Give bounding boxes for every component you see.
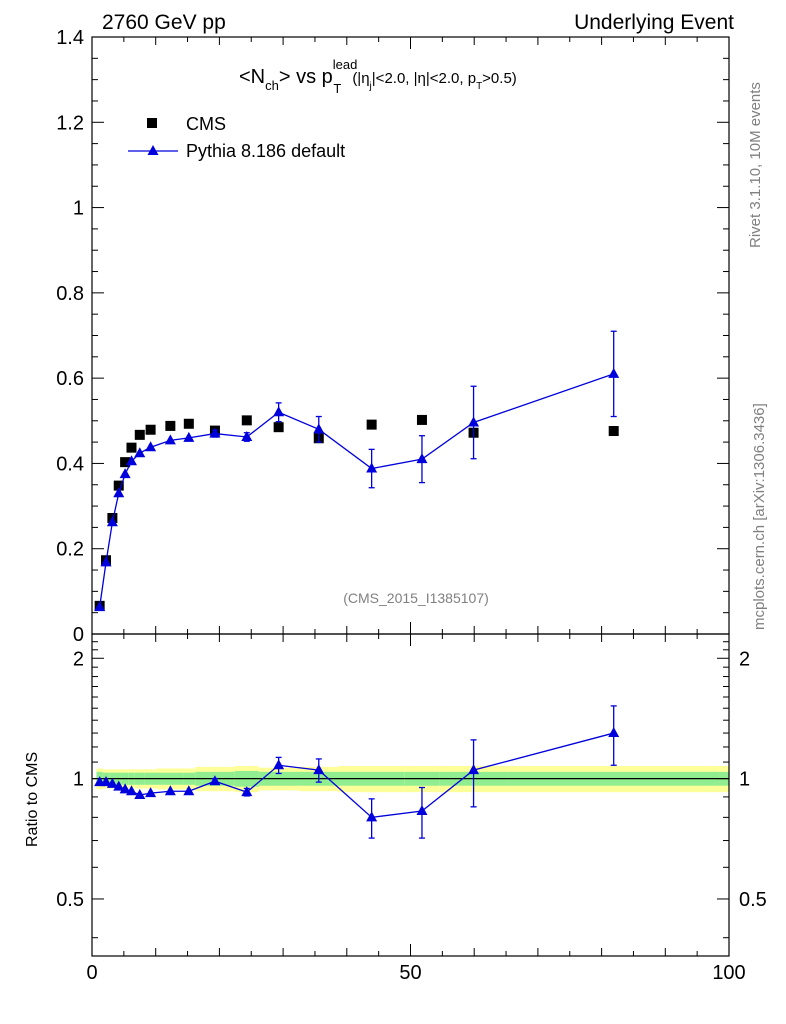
pythia-point: [94, 601, 106, 612]
header-right: Underlying Event: [574, 11, 734, 34]
cms-point: [134, 429, 145, 440]
header-left: 2760 GeV pp: [102, 11, 226, 34]
pythia-ratio-point: [145, 787, 157, 798]
pythia-point: [100, 556, 112, 567]
main-panel: 0 0.2 0.4 0.6 0.8 1 1.2 1.4: [56, 27, 730, 646]
pythia-ratio-point: [241, 786, 253, 797]
cms-point: [120, 457, 131, 468]
pythia-point: [164, 434, 176, 445]
pythia-line: [99, 373, 614, 608]
pythia-ratio-point: [313, 764, 325, 775]
pythia-point: [119, 468, 131, 479]
pythia-point: [608, 367, 620, 378]
pythia-point: [134, 447, 146, 458]
pythia-ratio-point: [134, 788, 146, 799]
pythia-ratio-point: [468, 764, 480, 775]
ratio-ylabel: Ratio to CMS: [24, 752, 41, 847]
pythia-ratio-point: [209, 775, 221, 786]
main-ytick-label: 0.2: [56, 539, 84, 561]
main-ytick-label: 0.6: [56, 368, 84, 390]
ratio-xtick-label: 50: [399, 962, 421, 984]
pythia-point: [416, 453, 428, 464]
pythia-ratio-point: [164, 785, 176, 796]
legend-cms-label: CMS: [186, 114, 226, 134]
pythia-point: [183, 431, 195, 442]
pythia-point: [125, 455, 137, 466]
ratio-ytick-label-right: 2: [739, 648, 750, 670]
pythia-ratio-point: [100, 776, 112, 787]
cms-point: [145, 424, 156, 435]
analysis-id: (CMS_2015_I1385107): [343, 590, 489, 606]
pythia-point: [113, 487, 125, 498]
pythia-point: [366, 462, 378, 473]
cms-point: [113, 480, 124, 491]
cms-point: [416, 414, 427, 425]
legend-cms-marker: [147, 118, 157, 128]
pythia-ratio-point: [608, 727, 620, 738]
pythia-ratio-point: [183, 785, 195, 796]
ratio-xtick-label: 0: [86, 962, 97, 984]
cms-point: [366, 419, 377, 430]
main-ytick-label: 1.4: [56, 27, 84, 49]
pythia-point: [106, 516, 118, 527]
legend-pythia-marker: [147, 145, 159, 155]
cms-point: [183, 418, 194, 429]
pythia-point: [241, 430, 253, 441]
main-ytick-label: 0.8: [56, 283, 84, 305]
pythia-point: [209, 427, 221, 438]
ratio-panel: 0 50 100 0.5 0.5 1 1 2 2: [56, 633, 767, 984]
cms-point: [241, 415, 252, 426]
rivet-label: Rivet 3.1.10, 10M events: [747, 82, 764, 248]
main-ytick-label: 1: [73, 198, 84, 220]
pythia-ratio-point: [125, 785, 137, 796]
ratio-ytick-label-right: 1: [739, 769, 750, 791]
pythia-ratio-point: [119, 783, 131, 794]
cms-point: [608, 426, 619, 437]
cms-point: [126, 442, 137, 453]
pythia-ratio-point: [273, 759, 285, 770]
legend-pythia-label: Pythia 8.186 default: [186, 141, 345, 161]
ratio-ytick-label: 0.5: [56, 889, 84, 911]
cms-point: [165, 420, 176, 431]
main-ytick-label: 1.2: [56, 112, 84, 134]
main-ytick-label: 0: [73, 624, 84, 646]
ratio-ytick-label: 2: [73, 648, 84, 670]
pythia-ratio-point: [416, 804, 428, 815]
pythia-point: [313, 423, 325, 434]
main-ytick-label: 0.4: [56, 453, 84, 475]
ratio-xtick-label: 100: [712, 962, 745, 984]
mcplots-label: mcplots.cern.ch [arXiv:1306.3436]: [751, 403, 768, 630]
ratio-ytick-label-right: 0.5: [739, 889, 767, 911]
pythia-ratio-point: [106, 777, 118, 788]
pythia-point: [468, 416, 480, 427]
plot-title: <Nch> vs plead T(|ηj|<2.0, |η|<2.0, pT>0.…: [239, 57, 517, 96]
ratio-ytick-label: 1: [73, 769, 84, 791]
pythia-point: [145, 441, 157, 452]
pythia-ratio-point: [113, 780, 125, 791]
pythia-ratio-point: [366, 811, 378, 822]
pythia-point: [273, 406, 285, 417]
cms-point: [273, 422, 284, 433]
